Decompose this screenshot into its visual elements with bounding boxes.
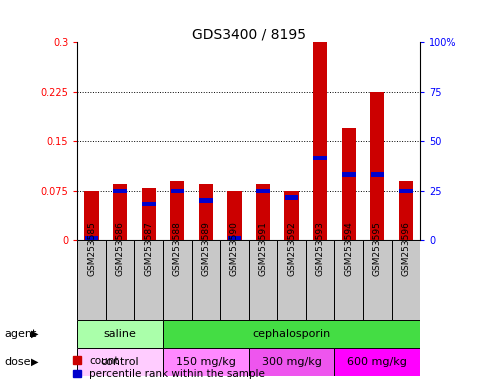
Text: 300 mg/kg: 300 mg/kg	[262, 357, 322, 367]
Text: 600 mg/kg: 600 mg/kg	[347, 357, 407, 367]
Text: saline: saline	[104, 329, 137, 339]
Bar	[192, 240, 220, 320]
Bar	[341, 128, 356, 240]
Text: GSM253589: GSM253589	[201, 221, 211, 276]
Text: control: control	[101, 357, 140, 367]
Bar	[334, 240, 363, 320]
Text: dose: dose	[5, 357, 31, 367]
Bar	[142, 202, 156, 207]
Bar	[334, 348, 420, 376]
Bar	[249, 348, 334, 376]
Bar	[114, 189, 127, 193]
Text: GSM253587: GSM253587	[144, 221, 153, 276]
Bar	[370, 172, 384, 177]
Bar	[284, 191, 299, 240]
Bar	[170, 189, 184, 193]
Bar	[399, 189, 412, 193]
Text: GSM253593: GSM253593	[316, 221, 325, 276]
Bar	[306, 240, 334, 320]
Legend: count, percentile rank within the sample: count, percentile rank within the sample	[73, 356, 265, 379]
Bar	[163, 320, 420, 348]
Bar	[113, 184, 128, 240]
Text: GSM253592: GSM253592	[287, 221, 296, 276]
Bar	[256, 184, 270, 240]
Bar	[363, 240, 392, 320]
Text: GSM253596: GSM253596	[401, 221, 411, 276]
Bar	[220, 240, 249, 320]
Text: GSM253585: GSM253585	[87, 221, 96, 276]
Bar	[199, 184, 213, 240]
Bar	[285, 195, 298, 200]
Bar	[313, 156, 327, 160]
Title: GDS3400 / 8195: GDS3400 / 8195	[192, 27, 306, 41]
Bar	[256, 189, 270, 193]
Bar	[277, 240, 306, 320]
Text: ▶: ▶	[31, 357, 39, 367]
Text: GSM253595: GSM253595	[373, 221, 382, 276]
Bar	[85, 236, 99, 241]
Bar	[77, 348, 163, 376]
Text: GSM253594: GSM253594	[344, 221, 353, 276]
Text: agent: agent	[5, 329, 37, 339]
Bar	[170, 181, 185, 240]
Bar	[77, 320, 163, 348]
Text: 150 mg/kg: 150 mg/kg	[176, 357, 236, 367]
Bar	[77, 240, 106, 320]
Bar	[85, 191, 99, 240]
Bar	[134, 240, 163, 320]
Bar	[392, 240, 420, 320]
Bar	[313, 42, 327, 240]
Bar	[106, 240, 134, 320]
Bar	[163, 348, 249, 376]
Text: GSM253591: GSM253591	[258, 221, 268, 276]
Bar	[227, 191, 242, 240]
Text: ▶: ▶	[31, 329, 39, 339]
Bar	[249, 240, 277, 320]
Bar	[227, 236, 241, 241]
Bar	[163, 240, 192, 320]
Text: GSM253588: GSM253588	[173, 221, 182, 276]
Bar	[399, 181, 413, 240]
Bar	[199, 199, 213, 203]
Bar	[370, 92, 384, 240]
Bar	[142, 187, 156, 240]
Text: GSM253590: GSM253590	[230, 221, 239, 276]
Text: GSM253586: GSM253586	[115, 221, 125, 276]
Text: cephalosporin: cephalosporin	[253, 329, 331, 339]
Bar	[342, 172, 355, 177]
